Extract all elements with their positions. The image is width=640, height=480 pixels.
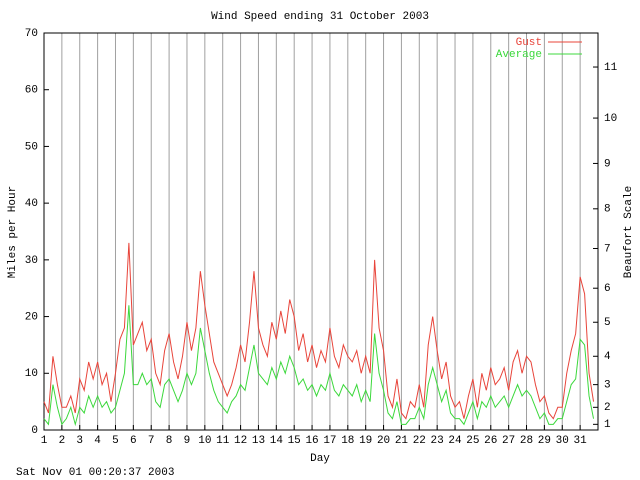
x-tick-label: 17 bbox=[323, 435, 336, 447]
x-tick-label: 2 bbox=[59, 435, 66, 447]
legend-label: Average bbox=[496, 49, 542, 61]
x-tick-label: 15 bbox=[288, 435, 301, 447]
y-tick-label: 50 bbox=[25, 141, 38, 153]
x-tick-label: 6 bbox=[130, 435, 137, 447]
x-tick-label: 5 bbox=[112, 435, 119, 447]
y-tick-label: 0 bbox=[31, 425, 38, 437]
y-tick-label: 10 bbox=[25, 368, 38, 380]
y2-tick-label: 7 bbox=[604, 243, 611, 255]
y-tick-label: 20 bbox=[25, 311, 38, 323]
x-tick-label: 22 bbox=[413, 435, 426, 447]
footer-timestamp: Sat Nov 01 00:20:37 2003 bbox=[16, 467, 174, 479]
x-axis-label: Day bbox=[310, 453, 330, 465]
y2-tick-label: 5 bbox=[604, 317, 611, 329]
x-tick-label: 25 bbox=[466, 435, 479, 447]
x-tick-label: 10 bbox=[198, 435, 211, 447]
y2-tick-label: 8 bbox=[604, 204, 611, 216]
x-tick-label: 18 bbox=[341, 435, 354, 447]
x-tick-label: 19 bbox=[359, 435, 372, 447]
y2-tick-label: 11 bbox=[604, 62, 618, 74]
x-tick-label: 1 bbox=[41, 435, 48, 447]
y2-tick-label: 3 bbox=[604, 380, 611, 392]
y2-axis-label: Beaufort Scale bbox=[623, 186, 635, 278]
x-tick-label: 3 bbox=[76, 435, 83, 447]
y-tick-label: 30 bbox=[25, 255, 38, 267]
x-tick-label: 9 bbox=[184, 435, 191, 447]
y2-tick-label: 2 bbox=[604, 402, 611, 414]
x-tick-label: 26 bbox=[484, 435, 497, 447]
x-tick-label: 23 bbox=[431, 435, 444, 447]
x-tick-label: 12 bbox=[234, 435, 247, 447]
y-tick-label: 60 bbox=[25, 85, 38, 97]
plot-frame bbox=[43, 32, 599, 431]
y2-tick-label: 10 bbox=[604, 113, 617, 125]
series-line bbox=[43, 242, 595, 420]
y-tick-label: 70 bbox=[25, 28, 38, 40]
x-tick-label: 4 bbox=[94, 435, 101, 447]
x-tick-label: 29 bbox=[538, 435, 551, 447]
x-tick-label: 7 bbox=[148, 435, 155, 447]
x-tick-label: 16 bbox=[305, 435, 318, 447]
y-axis-label: Miles per Hour bbox=[7, 186, 19, 278]
y2-tick-label: 1 bbox=[604, 419, 611, 431]
x-tick-label: 24 bbox=[448, 435, 462, 447]
x-tick-label: 13 bbox=[252, 435, 265, 447]
x-tick-label: 21 bbox=[395, 435, 409, 447]
x-tick-label: 31 bbox=[574, 435, 588, 447]
x-tick-label: 14 bbox=[270, 435, 284, 447]
y-tick-label: 40 bbox=[25, 198, 38, 210]
series-line bbox=[43, 305, 595, 427]
x-tick-label: 28 bbox=[520, 435, 533, 447]
y2-tick-label: 9 bbox=[604, 158, 611, 170]
x-tick-label: 20 bbox=[377, 435, 390, 447]
y2-tick-label: 6 bbox=[604, 283, 611, 295]
x-tick-label: 11 bbox=[216, 435, 230, 447]
x-tick-label: 8 bbox=[166, 435, 173, 447]
x-tick-label: 27 bbox=[502, 435, 515, 447]
x-tick-label: 30 bbox=[556, 435, 569, 447]
chart-title: Wind Speed ending 31 October 2003 bbox=[211, 11, 429, 23]
y2-tick-label: 4 bbox=[604, 351, 611, 363]
legend-label: Gust bbox=[516, 37, 542, 49]
